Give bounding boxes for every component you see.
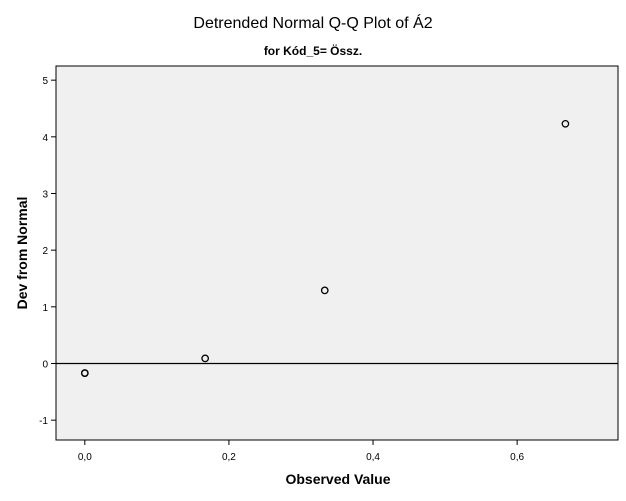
x-axis-label: Observed Value bbox=[285, 471, 390, 487]
y-tick-label: 3 bbox=[42, 190, 48, 201]
y-tick-label: 4 bbox=[42, 133, 48, 144]
x-axis: 0,0 0,2 0,4 0,6 bbox=[78, 440, 525, 463]
data-points bbox=[80, 119, 570, 377]
x-tick-label: 0,6 bbox=[510, 452, 524, 463]
y-axis-label: Dev from Normal bbox=[14, 197, 30, 310]
y-tick-label: 2 bbox=[42, 246, 48, 257]
chart-title: Detrended Normal Q-Q Plot of Á2 bbox=[193, 13, 432, 32]
plot-area bbox=[55, 65, 619, 441]
y-tick-label: 5 bbox=[42, 76, 48, 87]
chart-subtitle: for Kód_5= Össz. bbox=[264, 43, 362, 58]
data-point bbox=[320, 286, 329, 295]
y-tick-label: -1 bbox=[39, 416, 48, 427]
y-tick-label: 0 bbox=[42, 360, 48, 371]
data-point bbox=[80, 369, 89, 377]
data-point bbox=[561, 119, 570, 128]
y-tick-label: 1 bbox=[42, 303, 48, 314]
x-tick-label: 0,0 bbox=[78, 452, 92, 463]
y-axis: -1 0 1 2 3 4 5 bbox=[39, 76, 56, 427]
x-tick-label: 0,2 bbox=[222, 452, 236, 463]
x-tick-label: 0,4 bbox=[366, 452, 380, 463]
data-point bbox=[201, 354, 209, 363]
